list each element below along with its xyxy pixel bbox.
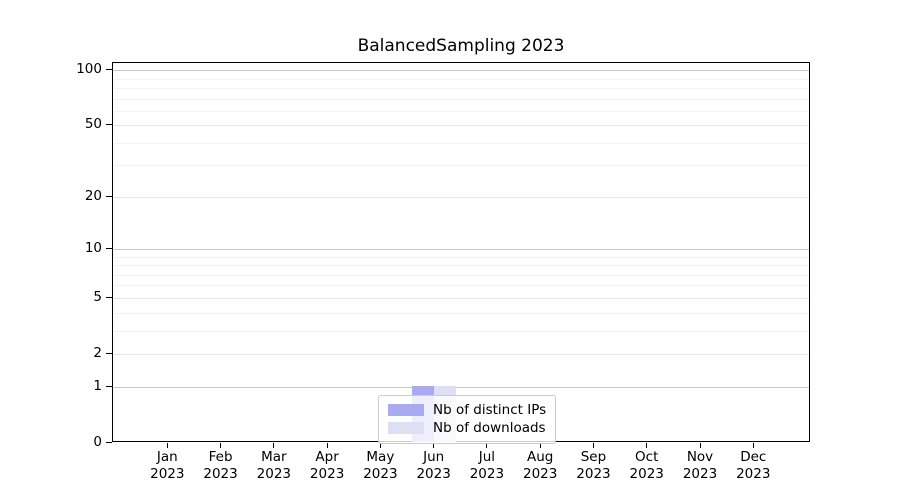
x-tick-mark xyxy=(592,443,594,448)
x-tick-mark xyxy=(433,443,435,448)
x-tick-mark xyxy=(486,443,488,448)
legend-item-downloads: Nb of downloads xyxy=(388,419,546,437)
y-tick-mark xyxy=(106,69,112,71)
y-tick-label: 100 xyxy=(76,61,102,78)
y-gridline xyxy=(113,249,809,251)
y-gridline xyxy=(113,125,809,127)
legend-label-distinct-ips: Nb of distinct IPs xyxy=(433,402,547,418)
x-tick-label: Apr 2023 xyxy=(309,449,345,482)
x-tick-mark xyxy=(699,443,701,448)
x-tick-label: Oct 2023 xyxy=(629,449,664,482)
x-tick-label: Jul 2023 xyxy=(469,449,505,482)
grid-layer xyxy=(113,63,809,441)
y-tick-label: 10 xyxy=(84,240,102,257)
y-tick-label: 5 xyxy=(93,288,102,305)
legend-swatch-distinct-ips xyxy=(388,404,424,416)
x-tick-label: Mar 2023 xyxy=(256,449,291,482)
legend: Nb of distinct IPs Nb of downloads xyxy=(378,395,557,444)
x-tick-label: Feb 2023 xyxy=(203,449,238,482)
y-tick-mark xyxy=(106,352,112,354)
x-tick-mark xyxy=(379,443,381,448)
y-tick-mark xyxy=(106,296,112,298)
legend-label-downloads: Nb of downloads xyxy=(433,420,546,436)
x-tick-label: May 2023 xyxy=(363,449,398,482)
y-tick-label: 0 xyxy=(93,433,102,450)
y-tick-mark xyxy=(106,441,112,443)
y-tick-label: 50 xyxy=(84,116,102,133)
minor-gridline xyxy=(113,256,809,258)
legend-item-distinct-ips: Nb of distinct IPs xyxy=(388,401,546,419)
y-tick-mark xyxy=(106,385,112,387)
y-gridline xyxy=(113,386,809,388)
x-tick-label: Sep 2023 xyxy=(576,449,611,482)
x-tick-mark xyxy=(273,443,275,448)
y-tick-mark xyxy=(106,124,112,126)
minor-gridline xyxy=(113,312,809,314)
minor-gridline xyxy=(113,142,809,144)
minor-gridline xyxy=(113,110,809,112)
y-gridline xyxy=(113,70,809,72)
x-tick-label: Aug 2023 xyxy=(523,449,558,482)
y-tick-mark xyxy=(106,248,112,250)
x-tick-mark xyxy=(539,443,541,448)
plot-area: Nb of distinct IPs Nb of downloads xyxy=(112,62,810,444)
minor-gridline xyxy=(113,330,809,332)
y-tick-label: 20 xyxy=(84,187,102,204)
x-tick-mark xyxy=(220,443,222,448)
bar-layer xyxy=(113,63,809,442)
y-gridline xyxy=(113,353,809,355)
minor-gridline xyxy=(113,285,809,287)
minor-gridline xyxy=(113,98,809,100)
minor-gridline xyxy=(113,274,809,276)
legend-swatch-downloads xyxy=(388,422,424,434)
minor-gridline xyxy=(113,78,809,80)
x-tick-mark xyxy=(646,443,648,448)
y-tick-label: 2 xyxy=(93,344,102,361)
minor-gridline xyxy=(113,265,809,267)
minor-gridline xyxy=(113,87,809,89)
x-tick-mark xyxy=(752,443,754,448)
x-tick-label: Jan 2023 xyxy=(150,449,185,482)
x-tick-label: Dec 2023 xyxy=(736,449,771,482)
y-gridline xyxy=(113,196,809,198)
x-tick-label: Jun 2023 xyxy=(416,449,451,482)
y-tick-label: 1 xyxy=(93,377,102,394)
chart-title: BalancedSampling 2023 xyxy=(357,36,565,56)
x-tick-mark xyxy=(166,443,168,448)
y-tick-mark xyxy=(106,195,112,197)
x-tick-label: Nov 2023 xyxy=(682,449,718,482)
minor-gridline xyxy=(113,165,809,167)
y-gridline xyxy=(113,297,809,299)
x-tick-mark xyxy=(326,443,328,448)
